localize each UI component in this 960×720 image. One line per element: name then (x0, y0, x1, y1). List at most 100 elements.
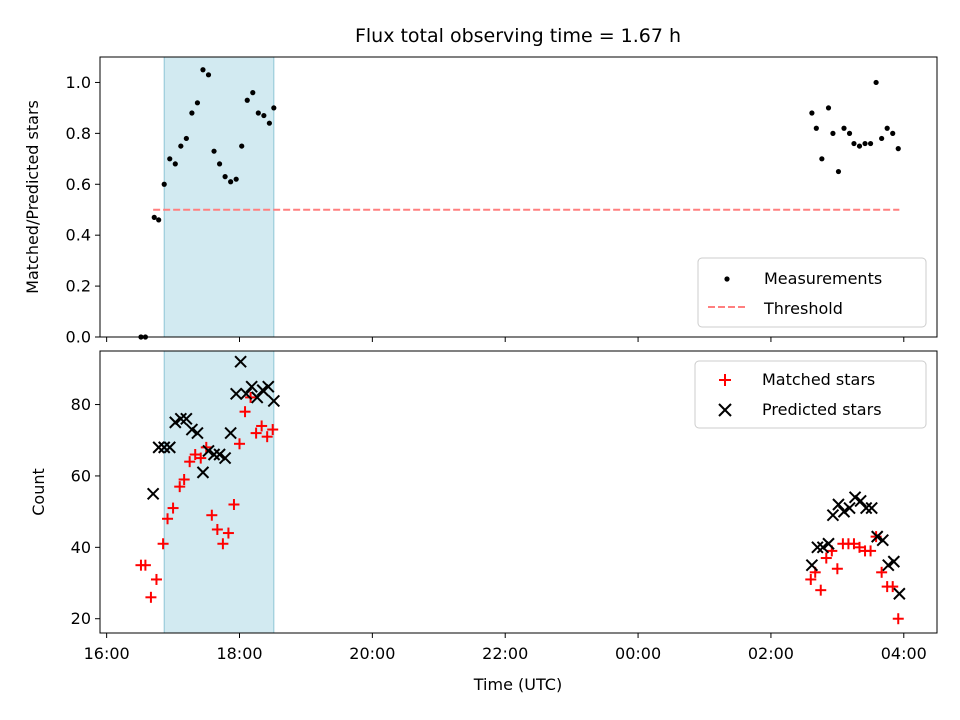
predicted-star-point (865, 501, 878, 515)
matched-star-point (157, 538, 169, 550)
predicted-star-point (859, 501, 873, 515)
matched-star-point (222, 527, 234, 539)
measurement-point (178, 143, 184, 149)
measurement-point (873, 79, 879, 86)
predicted-star-point (185, 423, 199, 436)
predicted-star-point (146, 487, 160, 500)
measurement-point (884, 125, 890, 131)
legend-measurements-marker (724, 276, 730, 282)
measurement-point (167, 156, 173, 162)
predicted-star-point (267, 394, 281, 408)
y-tick-label: 0.8 (66, 124, 91, 143)
measurement-point (189, 110, 195, 116)
predicted-star-point (256, 384, 269, 397)
measurement-point (255, 110, 261, 116)
predicted-star-point (213, 448, 226, 461)
matched-star-point (234, 438, 245, 450)
measurement-point (851, 140, 857, 147)
predicted-star-point (262, 380, 275, 393)
measurement-point (813, 125, 819, 131)
matched-star-point (887, 581, 899, 593)
predicted-star-point (882, 558, 895, 572)
chart-title: Flux total observing time = 1.67 h (355, 25, 681, 47)
predicted-star-point (854, 494, 867, 508)
predicted-star-point (163, 441, 176, 454)
matched-star-point (256, 420, 268, 432)
matched-star-point (184, 456, 196, 468)
measurement-point (809, 110, 815, 116)
predicted-star-point (251, 391, 264, 404)
count-panel: 20 40 60 80 16:00 18:00 20:00 22:00 00:00 02:00 0… (29, 350, 938, 694)
measurement-point (216, 161, 223, 167)
measurement-point (266, 120, 272, 126)
predicted-star-point (152, 441, 165, 454)
y-tick-label: 40 (71, 538, 91, 557)
matched-star-point (815, 584, 827, 596)
predicted-star-point (245, 380, 258, 393)
matched-star-point (139, 559, 151, 571)
predicted-star-point (893, 587, 906, 600)
measurement-point (895, 146, 901, 152)
measurement-point (222, 174, 228, 180)
matched-star-point (805, 573, 817, 585)
measurement-point (856, 143, 863, 149)
predicted-star-point (826, 508, 840, 522)
ratio-y-axis-label: Matched/Predicted stars (23, 100, 42, 294)
matched-star-point (267, 424, 279, 436)
matched-star-point (189, 449, 201, 461)
predicted-star-point (169, 416, 182, 429)
matched-star-point (261, 431, 273, 443)
x-axis-label: Time (UTC) (473, 675, 562, 694)
matched-star-point (162, 513, 174, 525)
predicted-star-point (207, 448, 221, 461)
predicted-star-point (843, 501, 856, 515)
predicted-star-point (180, 412, 193, 426)
matched-star-point (174, 481, 186, 493)
measurement-point (228, 179, 234, 185)
x-tick-label: 04:00 (881, 644, 927, 663)
measurement-point (261, 112, 267, 119)
predicted-star-point (174, 412, 188, 426)
predicted-star-point (805, 558, 819, 572)
matched-star-point (250, 427, 262, 439)
predicted-star-point (196, 466, 210, 479)
measurement-point (211, 148, 217, 154)
predicted-star-point (811, 541, 824, 554)
matched-star-point (217, 538, 229, 550)
count-axes-frame (99, 350, 938, 634)
measurement-point (890, 130, 896, 136)
x-tick-label: 18:00 (216, 644, 262, 663)
measurement-point (862, 140, 868, 147)
legend-matched-marker (719, 374, 731, 386)
matched-star-point (150, 573, 162, 585)
measurement-point (161, 181, 167, 187)
measurement-point (151, 214, 157, 220)
y-tick-label: 20 (71, 609, 91, 628)
matched-star-point (865, 545, 877, 557)
matched-star-point (228, 498, 240, 510)
measurement-point (830, 130, 836, 136)
predicted-star-point (822, 537, 835, 550)
count-y-axis-label: Count (29, 468, 48, 516)
count-legend: Matched stars Predicted stars (694, 360, 927, 429)
legend-predicted-label: Predicted stars (762, 400, 882, 419)
predicted-star-point (218, 451, 232, 465)
matched-star-point (178, 474, 190, 486)
measurement-point (233, 176, 239, 182)
legend-threshold-label: Threshold (763, 299, 843, 318)
predicted-star-point (887, 555, 901, 568)
measurement-point (835, 168, 842, 175)
measurement-point (841, 125, 847, 131)
predicted-star-point (876, 533, 889, 547)
predicted-star-point (816, 541, 830, 554)
ratio-panel: 0.0 0.2 0.4 0.6 0.8 1.0 Matched/Predicted sta… (23, 56, 938, 347)
predicted-star-point (191, 426, 204, 440)
ratio-axes-frame (99, 56, 938, 338)
measurement-point (879, 135, 885, 142)
predicted-star-point (239, 387, 253, 401)
measurement-point (867, 140, 874, 147)
measurement-point (239, 143, 245, 149)
measurement-point (846, 130, 853, 136)
predicted-star-point (229, 387, 243, 401)
